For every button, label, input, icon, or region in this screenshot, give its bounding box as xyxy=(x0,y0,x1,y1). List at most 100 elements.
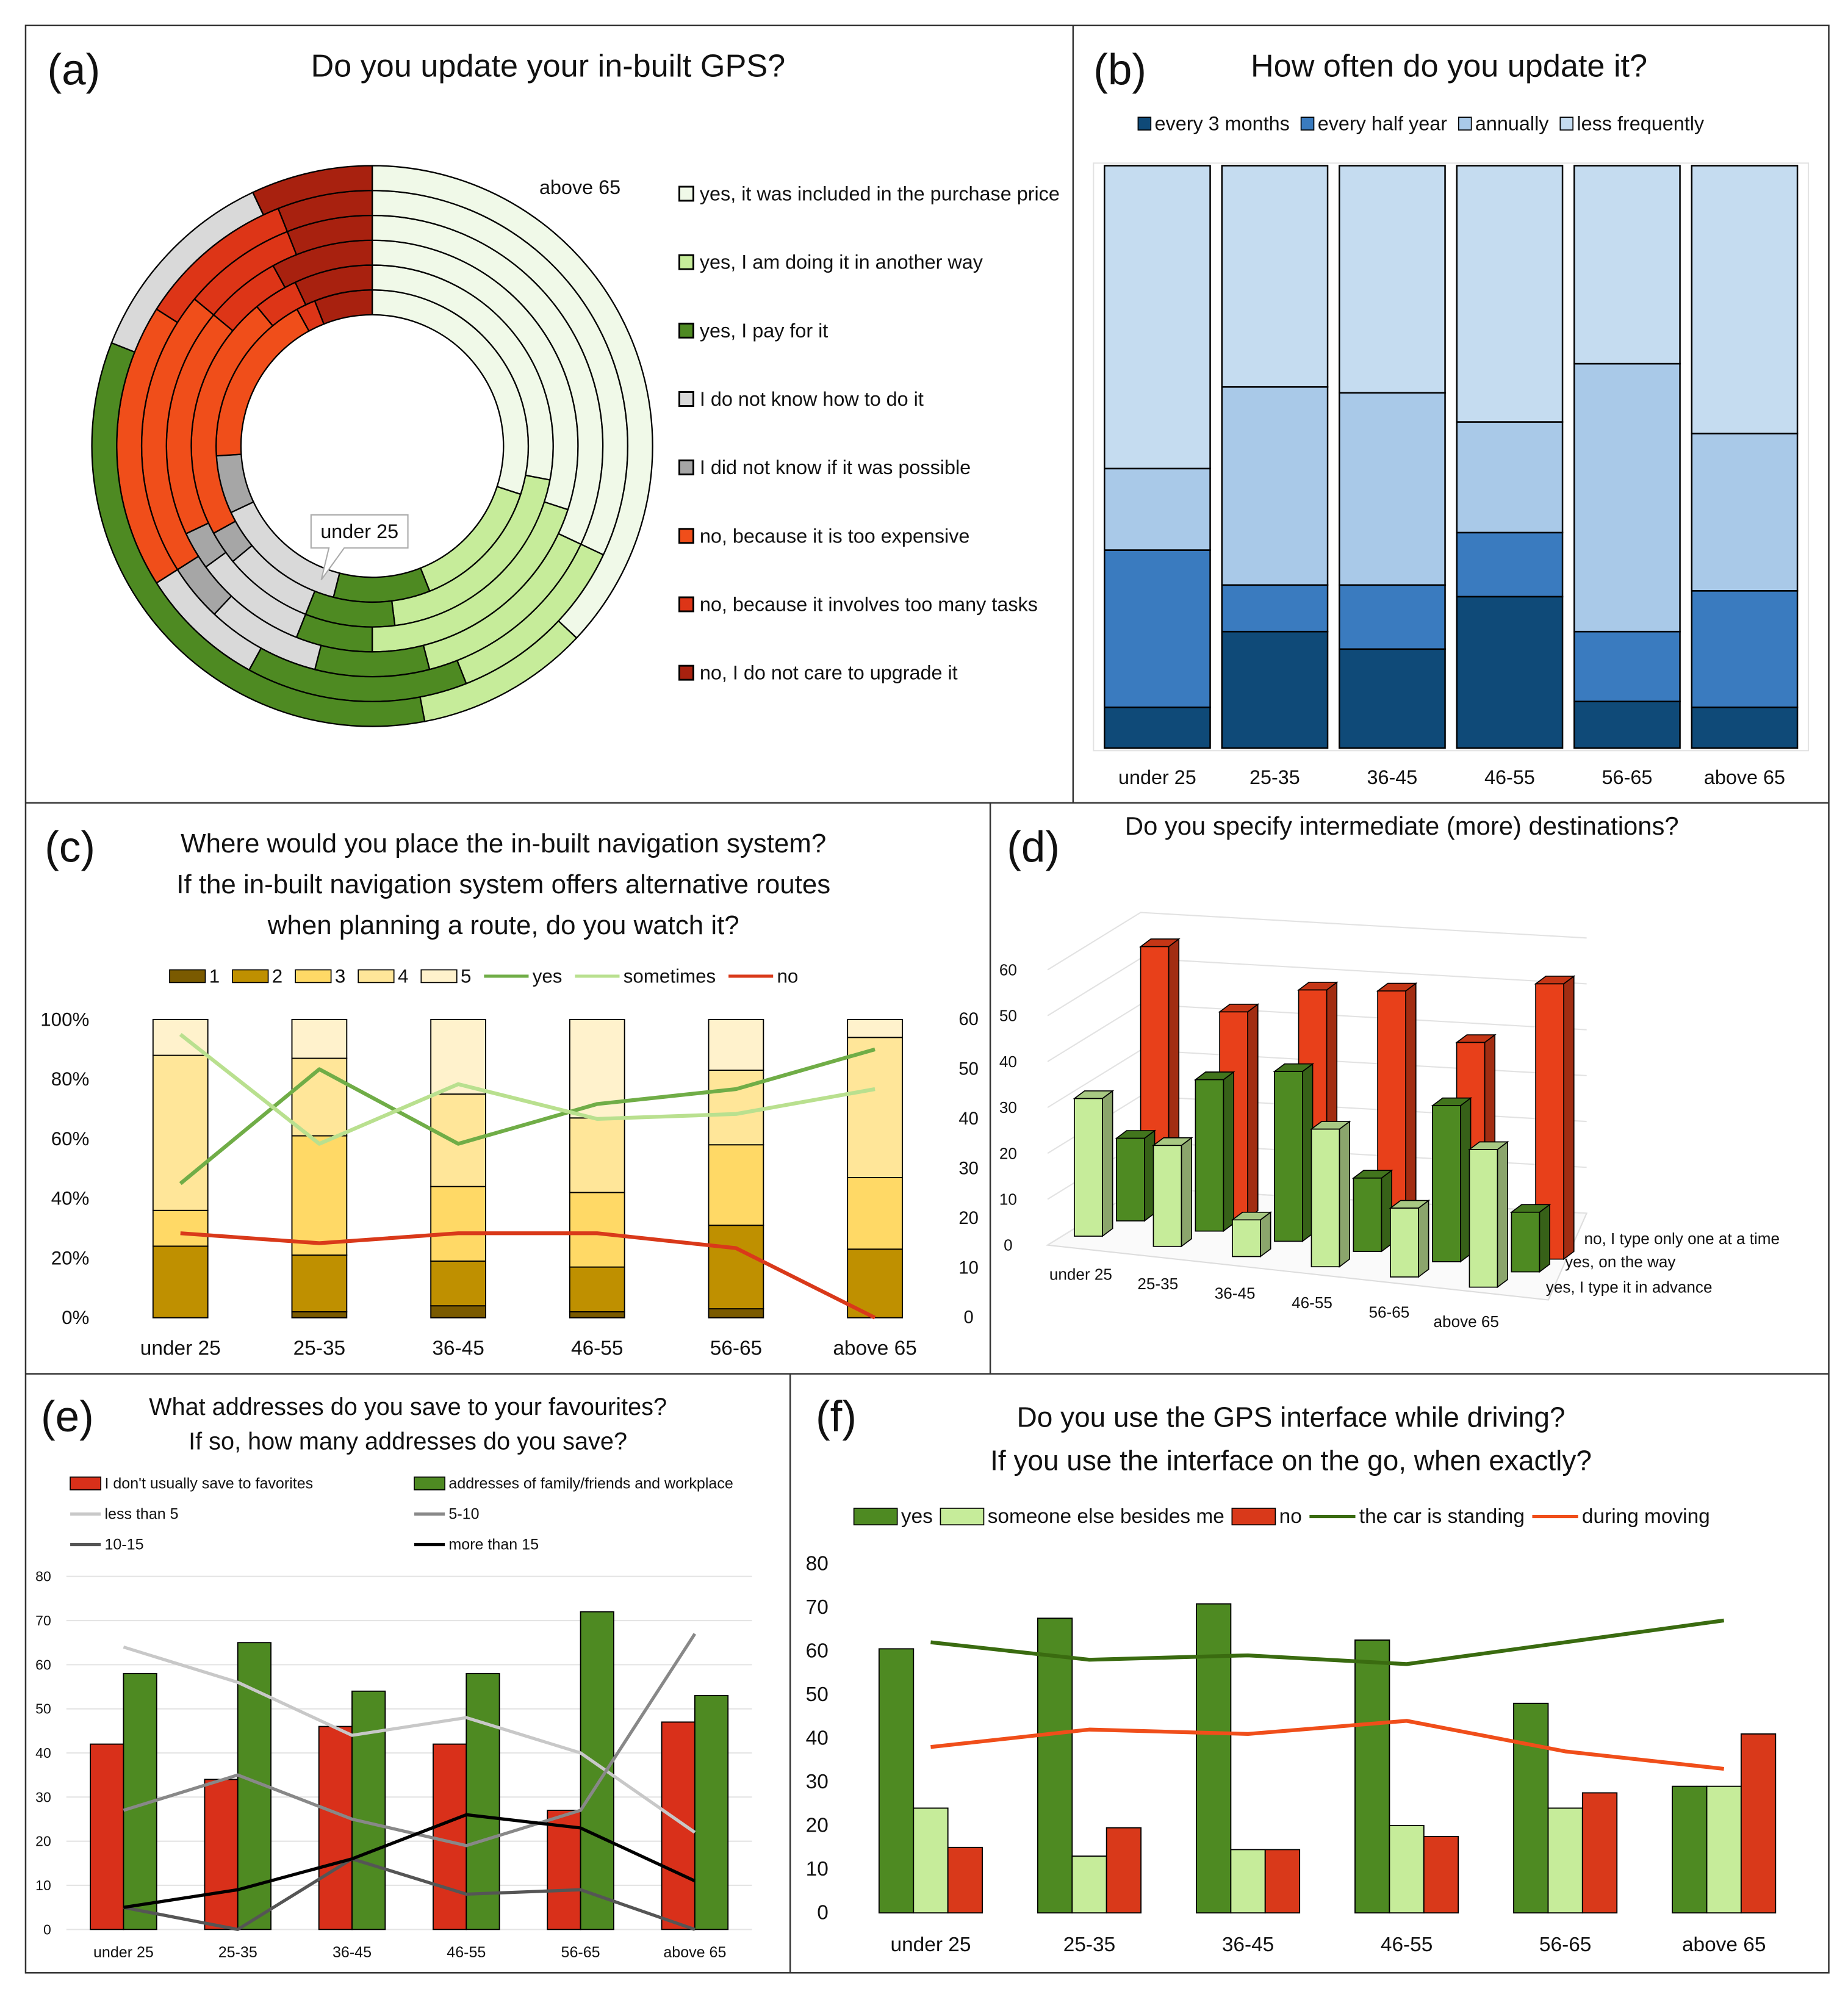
line-series xyxy=(930,1618,1725,1666)
bar xyxy=(1432,1105,1461,1262)
legend-label: I don't usually save to favorites xyxy=(104,1475,313,1492)
bar xyxy=(1740,1733,1777,1914)
y-tick-label: 10 xyxy=(806,1858,829,1880)
bar-segment xyxy=(1221,630,1329,749)
bar-segment xyxy=(569,1311,625,1319)
bar-segment xyxy=(1104,706,1211,749)
x-tick-label: 56-65 xyxy=(710,1337,762,1359)
legend-swatch xyxy=(414,1476,445,1491)
bar-segment xyxy=(1339,165,1446,394)
legend-label: 10-15 xyxy=(104,1536,143,1553)
y-tick-label: 100% xyxy=(40,1009,89,1030)
bar xyxy=(466,1672,500,1930)
bar xyxy=(547,1810,581,1930)
x-tick-label: 36-45 xyxy=(1367,766,1418,788)
legend-label: less frequently xyxy=(1577,113,1704,135)
line-series xyxy=(930,1719,1725,1771)
y-tick-label: 0 xyxy=(43,1921,51,1937)
y-tick-label: 50 xyxy=(806,1683,829,1706)
line-series xyxy=(123,1633,697,1848)
legend-swatch xyxy=(678,459,694,476)
bar xyxy=(694,1695,729,1930)
legend-label: 1 xyxy=(209,965,220,987)
bar-segment xyxy=(1221,165,1329,388)
chart-title: If so, how many addresses do you save? xyxy=(189,1428,627,1455)
legend-swatch xyxy=(678,322,694,339)
y-tick-label: 40 xyxy=(999,1052,1017,1071)
bar-segment xyxy=(152,1054,209,1211)
panel-label: (e) xyxy=(41,1393,94,1441)
legend-label: yes, it was included in the purchase pri… xyxy=(700,182,1060,204)
x-tick-label: 46-55 xyxy=(1381,1934,1433,1956)
bar-segment xyxy=(708,1019,764,1071)
bar-segment xyxy=(1691,165,1799,434)
bar-segment xyxy=(291,1311,348,1319)
legend-swatch xyxy=(1559,117,1573,131)
legend-label: the car is standing xyxy=(1359,1505,1525,1528)
bar-segment xyxy=(291,1135,348,1256)
line-series xyxy=(123,1857,696,1931)
legend-swatch xyxy=(1137,117,1152,131)
y-tick-label: 60% xyxy=(51,1128,90,1150)
x-tick-label: above 65 xyxy=(833,1337,916,1359)
ring-annotation: under 25 xyxy=(320,520,398,542)
chart-title: If you use the interface on the go, when… xyxy=(990,1445,1592,1477)
y-tick-label: 80 xyxy=(806,1552,829,1575)
legend-swatch xyxy=(1300,117,1315,131)
bar xyxy=(1353,1177,1382,1252)
legend-label: sometimes xyxy=(624,965,716,987)
bar xyxy=(1116,1137,1145,1222)
legend-label: more than 15 xyxy=(448,1536,539,1553)
y-tick-label: 30 xyxy=(806,1771,829,1793)
bar-segment xyxy=(430,1260,486,1307)
bar-segment xyxy=(1456,421,1564,534)
x-tick-label: 25-35 xyxy=(1063,1934,1115,1956)
bar xyxy=(351,1690,386,1930)
legend-label: no, I do not care to upgrade it xyxy=(700,662,958,684)
legend-label: yes, I pay for it xyxy=(700,320,828,342)
x-tick-label: 36-45 xyxy=(432,1337,484,1359)
bar xyxy=(661,1721,696,1930)
bar xyxy=(1106,1827,1142,1914)
y-tick-label: 40 xyxy=(35,1745,51,1761)
y-tick-label: 20 xyxy=(806,1815,829,1837)
bar-segment xyxy=(1573,700,1681,749)
series-label: yes, I type it in advance xyxy=(1546,1278,1713,1297)
bar-segment xyxy=(847,1019,903,1038)
bar xyxy=(1071,1855,1107,1914)
callout xyxy=(310,514,409,580)
y-tick-label: 10 xyxy=(999,1190,1017,1208)
y-tick-label: 50 xyxy=(999,1007,1017,1025)
chart-title: Where would you place the in-built navig… xyxy=(181,829,826,858)
y2-tick-label: 60 xyxy=(958,1010,979,1029)
x-tick-label: above 65 xyxy=(1682,1934,1766,1956)
panel-label: (a) xyxy=(47,46,100,94)
y2-tick-label: 10 xyxy=(958,1258,979,1278)
series-label: no, I type only one at a time xyxy=(1584,1229,1780,1248)
x-tick-label: 56-65 xyxy=(1369,1303,1410,1322)
y-tick-label: 20 xyxy=(999,1144,1017,1162)
x-tick-label: 36-45 xyxy=(333,1944,372,1961)
bar xyxy=(1581,1792,1618,1914)
bar-segment xyxy=(1456,596,1564,749)
bar-segment xyxy=(569,1117,625,1193)
bar-segment xyxy=(291,1254,348,1312)
bar xyxy=(1152,1145,1182,1247)
bar-side xyxy=(1102,1090,1113,1237)
bar-segment xyxy=(152,1245,209,1319)
legend-label: every half year xyxy=(1318,113,1447,135)
outer-border xyxy=(24,24,1830,1974)
y-tick-label: 80% xyxy=(51,1068,90,1090)
line-series xyxy=(179,1032,875,1146)
bar xyxy=(1232,1219,1261,1258)
y-tick-label: 40% xyxy=(51,1188,90,1209)
bar xyxy=(1037,1617,1073,1914)
bar xyxy=(1195,1079,1224,1232)
legend-label: 5 xyxy=(461,965,471,987)
y-tick-label: 20 xyxy=(35,1833,51,1849)
legend-label: someone else besides me xyxy=(988,1505,1224,1528)
y-tick-label: 70 xyxy=(35,1613,51,1628)
bar xyxy=(1196,1603,1232,1914)
bar-segment xyxy=(847,1248,903,1319)
x-tick-label: under 25 xyxy=(1049,1265,1112,1284)
